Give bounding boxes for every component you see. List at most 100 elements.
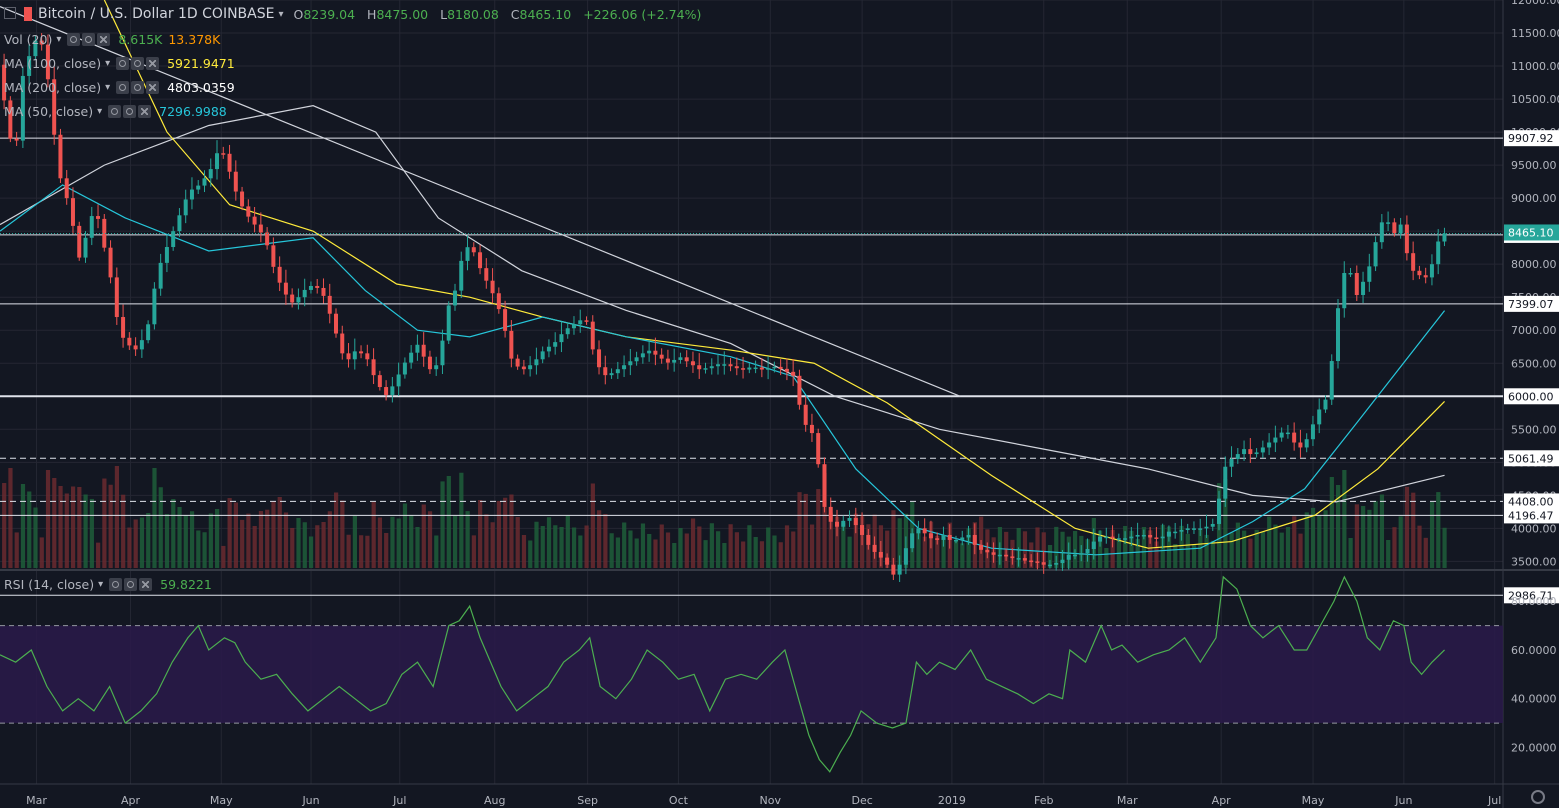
volume-bar: [534, 521, 539, 568]
volume-bar: [452, 515, 458, 568]
candle-body: [1098, 536, 1103, 542]
ma50-legend[interactable]: MA (50, close) ▾ 7296.9988: [4, 104, 227, 119]
volume-bar: [622, 522, 627, 568]
trend-line: [0, 6, 961, 397]
candle-body: [83, 237, 88, 258]
y-tick-label: 4000.00: [1511, 522, 1557, 535]
candle-body: [340, 333, 345, 354]
candle-body: [1054, 563, 1059, 565]
coinbase-icon: [24, 7, 32, 21]
volume-bar: [885, 530, 890, 568]
volume-bar: [1154, 541, 1159, 568]
candle-body: [146, 324, 151, 341]
volume-bar: [233, 502, 238, 568]
volume-bar: [1398, 516, 1403, 568]
volume-bar: [1373, 501, 1378, 568]
symbol-title[interactable]: Bitcoin / U.S. Dollar 1D COINBASE: [38, 6, 275, 22]
candle-body: [1066, 554, 1071, 560]
ma100-legend[interactable]: MA (100, close) ▾ 5921.9471: [4, 56, 235, 71]
candle-body: [860, 525, 865, 535]
volume-bar: [609, 533, 614, 568]
x-tick-label: Sep: [577, 794, 598, 807]
volume-bar: [96, 542, 101, 568]
candle-body: [1260, 447, 1265, 453]
volume-bar: [1292, 516, 1297, 568]
volume-bar: [571, 527, 577, 568]
x-tick-label: May: [1302, 794, 1325, 807]
candle-body: [997, 554, 1002, 557]
candle-body: [622, 365, 627, 370]
volume-bar: [553, 525, 558, 568]
candle-body: [1292, 432, 1297, 443]
rsi-tick-label: 40.0000: [1511, 693, 1557, 706]
candle-body: [52, 79, 57, 135]
open-value: 8239.04: [303, 6, 356, 22]
x-tick-label: Mar: [26, 794, 47, 807]
eye-icon: [116, 57, 130, 70]
close-icon: [97, 33, 111, 46]
volume-bar: [133, 519, 138, 568]
candle-body: [1166, 531, 1171, 537]
volume-bar: [308, 536, 314, 568]
volume-bar: [1198, 530, 1203, 568]
volume-bar: [747, 525, 752, 568]
gear-icon: [131, 81, 145, 94]
candle-body: [346, 353, 351, 360]
candle-body: [697, 365, 702, 370]
level-tag-label: 4196.47: [1508, 509, 1554, 522]
candle-body: [835, 521, 839, 527]
volume-bar: [1242, 530, 1247, 568]
candle-body: [866, 534, 871, 545]
candle-body: [897, 564, 902, 575]
volume-bar: [1279, 532, 1284, 568]
volume-bar: [828, 512, 833, 568]
candle-body: [741, 368, 746, 370]
volume-bar: [634, 538, 639, 568]
candle-body: [928, 533, 933, 539]
volume-bar: [709, 523, 714, 568]
volume-bar: [246, 513, 251, 568]
settings-gear-icon[interactable]: [1531, 790, 1545, 804]
volume-bar: [359, 535, 364, 568]
candle-body: [45, 44, 50, 80]
candle-body: [390, 386, 395, 395]
candle-body: [434, 365, 439, 370]
volume-bar: [1223, 479, 1228, 568]
candle-body: [114, 277, 119, 318]
volume-bar: [897, 518, 902, 568]
y-tick-label: 6500.00: [1511, 357, 1557, 370]
candle-body: [158, 262, 163, 289]
volume-bar: [1411, 492, 1416, 568]
volume-bar: [1022, 531, 1028, 568]
y-tick-label: 12000.00: [1511, 0, 1559, 7]
volume-bar: [1104, 548, 1109, 568]
hamburger-icon[interactable]: [4, 7, 16, 19]
volume-bar: [615, 537, 621, 568]
chevron-down-icon[interactable]: ▾: [278, 8, 284, 20]
x-tick-label: Jul: [1487, 794, 1501, 807]
volume-bar: [546, 517, 552, 568]
volume-bar: [14, 532, 19, 568]
candle-body: [891, 564, 896, 575]
volume-bar: [1379, 494, 1385, 568]
candle-body: [258, 224, 263, 233]
candle-body: [1154, 537, 1159, 539]
candle-body: [841, 520, 846, 527]
volume-legend[interactable]: Vol (20) ▾ 8.615K 13.378K: [4, 32, 221, 47]
volume-bar: [647, 534, 652, 568]
volume-bar: [265, 509, 270, 568]
eye-icon: [67, 33, 81, 46]
volume-bar: [1054, 526, 1059, 568]
candle-body: [1348, 272, 1353, 275]
volume-bar: [27, 491, 32, 568]
level-tag-label: 6000.00: [1508, 390, 1554, 403]
candle-body: [334, 313, 338, 334]
volume-bar: [108, 484, 113, 568]
volume-bar: [440, 481, 445, 568]
candle-body: [803, 404, 808, 425]
volume-bar: [196, 530, 201, 568]
candle-body: [772, 366, 777, 369]
ma200-legend[interactable]: MA (200, close) ▾ 4803.0359: [4, 80, 235, 95]
rsi-legend[interactable]: RSI (14, close) ▾ 59.8221: [4, 577, 212, 592]
